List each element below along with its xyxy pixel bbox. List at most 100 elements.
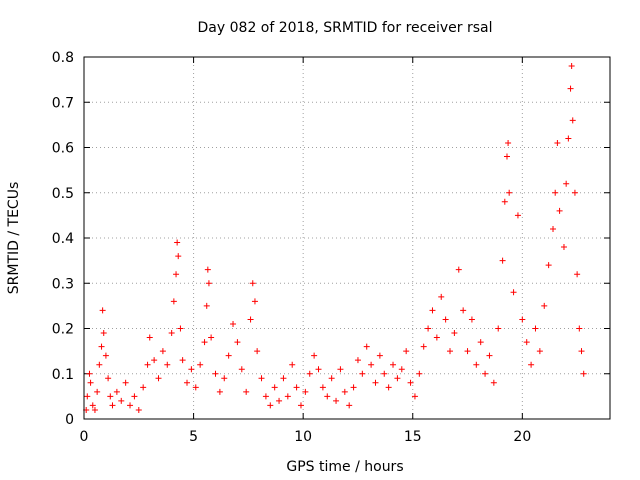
data-point bbox=[179, 357, 186, 364]
data-point bbox=[212, 370, 219, 377]
data-point bbox=[486, 352, 493, 359]
data-point bbox=[333, 397, 340, 404]
data-point bbox=[254, 348, 261, 355]
data-point bbox=[490, 379, 497, 386]
data-point bbox=[267, 402, 274, 409]
data-point bbox=[262, 393, 269, 400]
data-point bbox=[403, 348, 410, 355]
data-point bbox=[506, 189, 513, 196]
y-axis-label: SRMTID / TECUs bbox=[6, 182, 22, 295]
data-point bbox=[359, 370, 366, 377]
data-point bbox=[151, 357, 158, 364]
data-point bbox=[363, 343, 370, 350]
data-point bbox=[341, 388, 348, 395]
data-point bbox=[159, 348, 166, 355]
data-point bbox=[429, 307, 436, 314]
data-point bbox=[91, 406, 98, 413]
data-point bbox=[247, 316, 254, 323]
x-tick-label: 20 bbox=[513, 429, 531, 445]
data-point bbox=[541, 302, 548, 309]
x-tick-label: 15 bbox=[404, 429, 422, 445]
data-point bbox=[131, 393, 138, 400]
data-point bbox=[234, 339, 241, 346]
data-point bbox=[580, 370, 587, 377]
y-tick-label: 0.6 bbox=[52, 141, 74, 157]
data-point bbox=[276, 397, 283, 404]
data-point bbox=[495, 325, 502, 332]
data-point bbox=[473, 361, 480, 368]
data-points bbox=[83, 63, 587, 413]
x-tick-label: 10 bbox=[294, 429, 312, 445]
data-point bbox=[107, 393, 114, 400]
data-point bbox=[144, 361, 151, 368]
data-point bbox=[381, 370, 388, 377]
data-point bbox=[175, 253, 182, 260]
data-point bbox=[447, 348, 454, 355]
data-point bbox=[510, 289, 517, 296]
data-point bbox=[438, 293, 445, 300]
data-point bbox=[464, 348, 471, 355]
data-point bbox=[89, 402, 96, 409]
data-point bbox=[289, 361, 296, 368]
data-point bbox=[174, 239, 181, 246]
data-point bbox=[96, 361, 103, 368]
data-point bbox=[251, 298, 258, 305]
data-point bbox=[350, 384, 357, 391]
data-point bbox=[140, 384, 147, 391]
data-point bbox=[468, 316, 475, 323]
data-point bbox=[302, 388, 309, 395]
data-point bbox=[560, 244, 567, 251]
data-point bbox=[354, 357, 361, 364]
data-point bbox=[109, 402, 116, 409]
data-point bbox=[201, 339, 208, 346]
data-point bbox=[173, 271, 180, 278]
data-point bbox=[556, 207, 563, 214]
data-point bbox=[545, 262, 552, 269]
data-point bbox=[208, 334, 215, 341]
data-point bbox=[455, 266, 462, 273]
data-point bbox=[433, 334, 440, 341]
data-point bbox=[554, 139, 561, 146]
data-point bbox=[100, 330, 107, 337]
data-point bbox=[146, 334, 153, 341]
data-point bbox=[482, 370, 489, 377]
data-point bbox=[550, 225, 557, 232]
data-point bbox=[168, 330, 175, 337]
y-tick-label: 0.8 bbox=[52, 50, 74, 66]
data-point bbox=[102, 352, 109, 359]
data-point bbox=[271, 384, 278, 391]
data-point bbox=[503, 153, 510, 160]
chart-title: Day 082 of 2018, SRMTID for receiver rsa… bbox=[198, 20, 493, 36]
data-point bbox=[284, 393, 291, 400]
data-point bbox=[216, 388, 223, 395]
data-point bbox=[425, 325, 432, 332]
data-point bbox=[94, 388, 101, 395]
x-tick-label: 0 bbox=[80, 429, 89, 445]
data-point bbox=[315, 366, 322, 373]
data-point bbox=[113, 388, 120, 395]
data-point bbox=[505, 139, 512, 146]
data-point bbox=[230, 320, 237, 327]
data-point bbox=[442, 316, 449, 323]
y-tick-label: 0.2 bbox=[52, 322, 74, 338]
data-point bbox=[552, 189, 559, 196]
data-point bbox=[319, 384, 326, 391]
data-point bbox=[122, 379, 129, 386]
data-point bbox=[205, 280, 212, 287]
data-point bbox=[170, 298, 177, 305]
data-point bbox=[501, 198, 508, 205]
data-point bbox=[376, 352, 383, 359]
y-tick-label: 0.1 bbox=[52, 367, 74, 383]
y-tick-label: 0.3 bbox=[52, 276, 74, 292]
data-point bbox=[127, 402, 134, 409]
data-point bbox=[390, 361, 397, 368]
data-point bbox=[221, 375, 228, 382]
data-point bbox=[477, 339, 484, 346]
data-point bbox=[328, 375, 335, 382]
data-point bbox=[337, 366, 344, 373]
plot-frame bbox=[83, 56, 611, 420]
data-point bbox=[519, 316, 526, 323]
data-point bbox=[238, 366, 245, 373]
data-point bbox=[297, 402, 304, 409]
